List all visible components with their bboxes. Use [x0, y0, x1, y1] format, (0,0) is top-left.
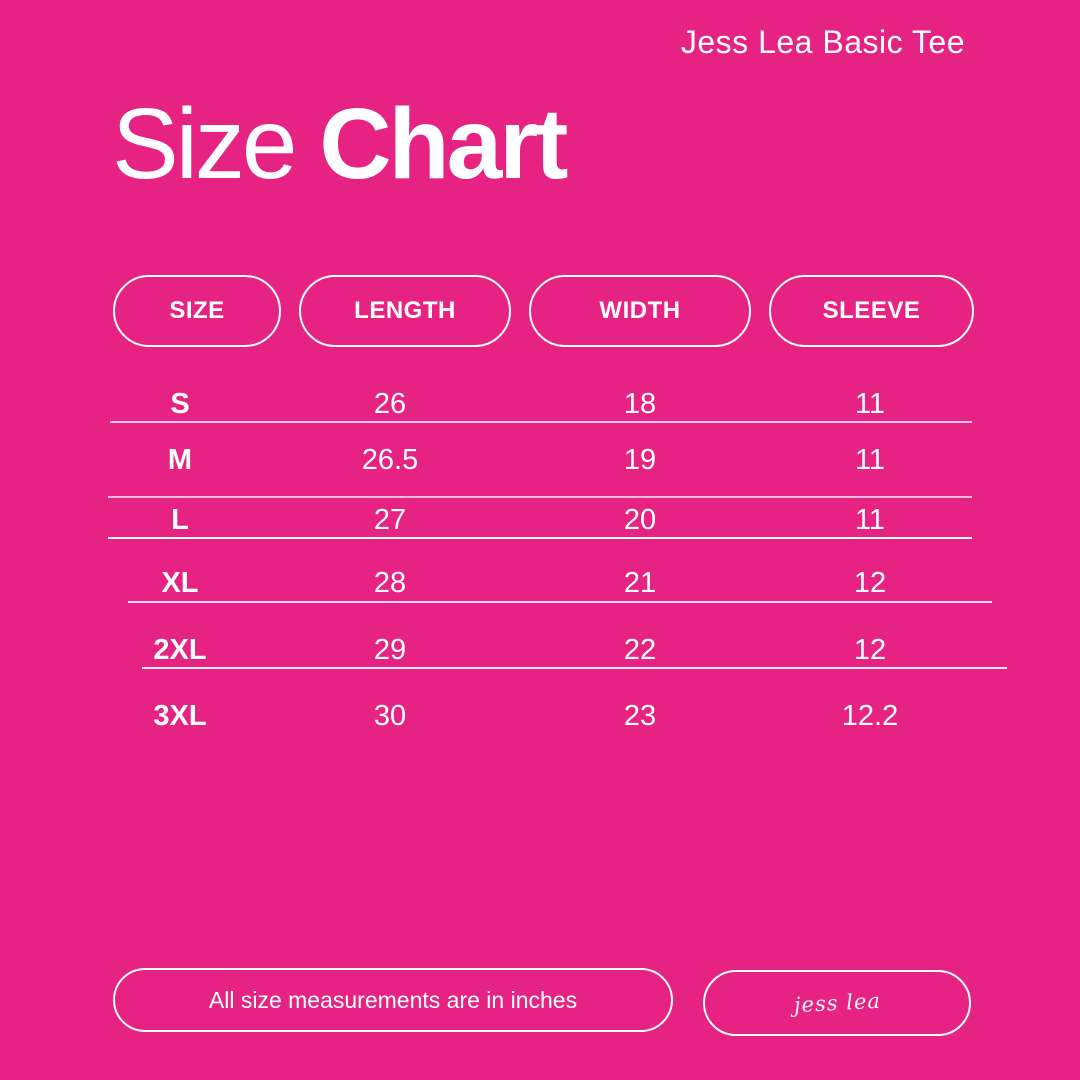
cell-width: 21	[623, 567, 657, 599]
table-row: L 27 20 11	[0, 502, 1080, 538]
header-pill-sleeve: SLEEVE	[769, 275, 974, 347]
cell-size: 3XL	[153, 700, 207, 732]
cell-sleeve: 12.2	[841, 700, 899, 732]
cell-length: 29	[373, 634, 407, 666]
header-pill-size: SIZE	[113, 275, 281, 347]
table-row: 3XL 30 23 12.2	[0, 698, 1080, 734]
cell-size: XL	[161, 567, 199, 599]
page-title-light: Size	[112, 88, 298, 200]
cell-size: M	[167, 444, 193, 476]
table-header-row: SIZE LENGTH WIDTH SLEEVE	[113, 275, 974, 347]
page-title-bold: Chart	[319, 88, 568, 200]
table-row: XL 28 21 12	[0, 565, 1080, 601]
cell-width: 23	[623, 700, 657, 732]
cell-width: 20	[623, 504, 657, 536]
cell-sleeve: 12	[853, 634, 887, 666]
table-row: 2XL 29 22 12	[0, 632, 1080, 668]
row-divider	[142, 667, 1007, 669]
row-divider	[128, 601, 992, 603]
page-title: Size Chart	[112, 92, 568, 197]
cell-length: 26	[373, 388, 407, 420]
cell-width: 22	[623, 634, 657, 666]
cell-length: 28	[373, 567, 407, 599]
header-pill-width: WIDTH	[529, 275, 751, 347]
cell-width: 19	[623, 444, 657, 476]
brand-signature-pill: jess lea	[703, 970, 971, 1036]
cell-width: 18	[623, 388, 657, 420]
header-pill-length: LENGTH	[299, 275, 511, 347]
cell-length: 27	[373, 504, 407, 536]
cell-sleeve: 11	[854, 504, 886, 536]
cell-sleeve: 12	[853, 567, 887, 599]
brand-product-name: Jess Lea Basic Tee	[680, 24, 965, 60]
cell-size: S	[170, 388, 190, 420]
table-row: S 26 18 11	[0, 386, 1080, 422]
cell-length: 26.5	[361, 444, 419, 476]
measurement-note-pill: All size measurements are in inches	[113, 968, 673, 1032]
table-row: M 26.5 19 11	[0, 442, 1080, 478]
row-divider	[108, 537, 972, 539]
cell-size: L	[171, 504, 189, 536]
row-divider	[108, 496, 972, 498]
measurement-note-text: All size measurements are in inches	[208, 986, 578, 1013]
brand-signature: jess lea	[793, 988, 881, 1018]
cell-sleeve: 11	[854, 444, 886, 476]
cell-size: 2XL	[153, 634, 207, 666]
cell-length: 30	[373, 700, 407, 732]
row-divider	[110, 421, 972, 423]
cell-sleeve: 11	[854, 388, 886, 420]
